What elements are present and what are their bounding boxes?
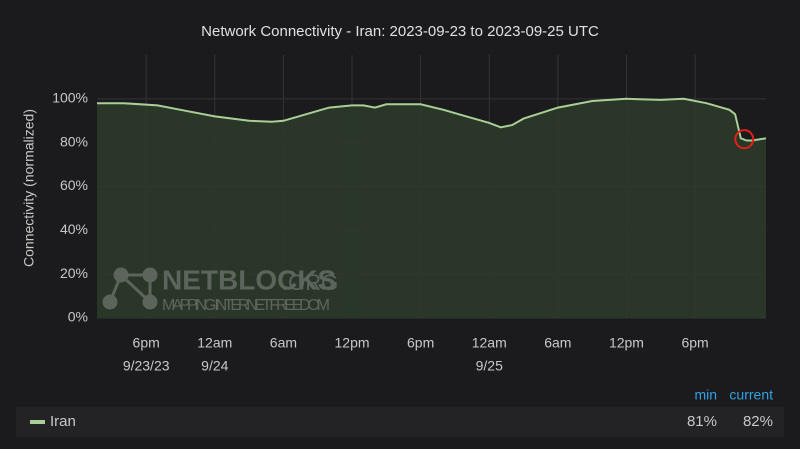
x-tick-date: 9/23/23 xyxy=(123,358,170,374)
legend-stat-header: min xyxy=(694,387,717,403)
watermark-logo xyxy=(102,267,158,310)
line xyxy=(97,97,767,142)
x-tick-date: 9/24 xyxy=(201,358,228,374)
x-tick-label: 12am xyxy=(197,335,232,351)
watermark-tagline: MAPPING INTERNET FREEDOM xyxy=(162,297,330,314)
legend-label: Iran xyxy=(50,413,76,430)
highlight-marker xyxy=(734,129,755,150)
x-tick-label: 6pm xyxy=(681,335,708,351)
y-tick-label: 80% xyxy=(60,133,88,149)
legend-stat-header: current xyxy=(729,387,773,403)
x-tick-label: 6am xyxy=(270,335,297,351)
y-tick-label: 60% xyxy=(60,177,88,193)
chart-title: Network Connectivity - Iran: 2023-09-23 … xyxy=(201,23,599,40)
legend-stat-value: 82% xyxy=(743,413,773,430)
x-tick-label: 6am xyxy=(544,335,571,351)
legend-bar xyxy=(16,407,784,437)
watermark-title: NETBLOCKS xyxy=(162,264,336,295)
y-tick-label: 100% xyxy=(52,90,88,106)
legend-stat-value: 81% xyxy=(687,413,717,430)
x-tick-label: 6pm xyxy=(407,335,434,351)
watermark-suffix: .ORG xyxy=(282,270,338,295)
area xyxy=(97,98,766,318)
watermark: NETBLOCKS.ORG MAPPING INTERNET FREEDOM xyxy=(102,264,338,314)
x-tick-label: 6pm xyxy=(133,335,160,351)
y-tick-label: 0% xyxy=(68,309,88,325)
y-tick-label: 20% xyxy=(60,265,88,281)
x-tick-label: 12am xyxy=(472,335,507,351)
x-tick-date: 9/25 xyxy=(476,358,503,374)
x-tick-label: 12pm xyxy=(609,335,644,351)
y-axis-label: Connectivity (normalized) xyxy=(21,109,37,267)
y-tick-label: 40% xyxy=(60,221,88,237)
x-tick-label: 12pm xyxy=(335,335,370,351)
